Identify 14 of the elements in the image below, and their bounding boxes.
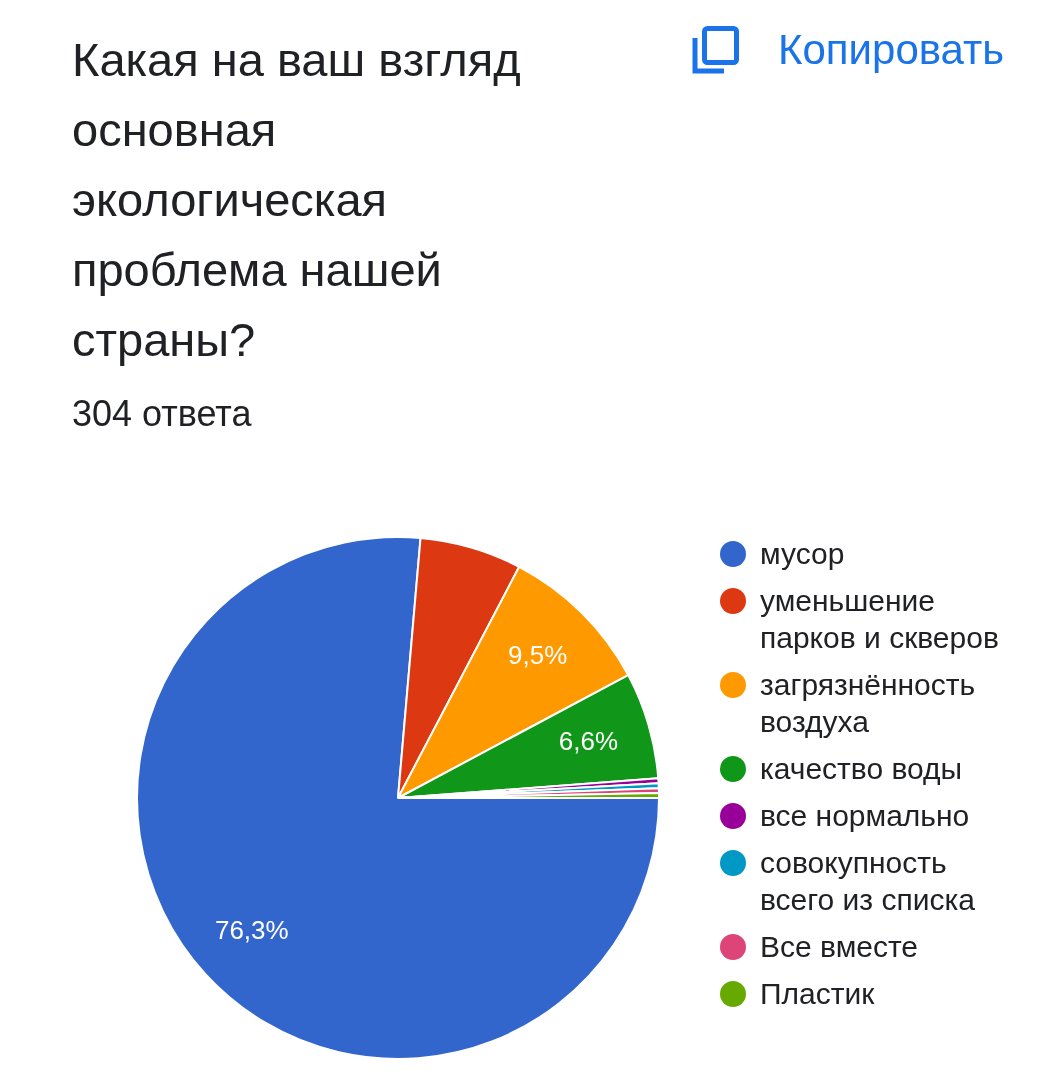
legend-label: мусор	[760, 536, 846, 572]
chart-subtitle: 304 ответа	[72, 392, 252, 436]
legend-label: Все вместе	[760, 929, 920, 965]
legend-label: загрязнённость воздуха	[760, 667, 977, 740]
data-label: 9,5%	[508, 640, 568, 671]
legend-label: качество воды	[760, 751, 964, 787]
legend-label: совокупность всего из списка	[760, 845, 976, 918]
data-label: 76,3%	[214, 915, 289, 946]
legend-label: Пластик	[760, 976, 876, 1012]
chart-title: Какая на ваш взгляд основная экологическая проблема нашей страны?	[72, 32, 522, 368]
data-label: 6,6%	[558, 725, 619, 756]
text: Копировать	[778, 26, 1005, 74]
legend-label: все нормально	[760, 798, 971, 834]
legend-label: уменьшение парков и скверов	[760, 583, 1000, 656]
